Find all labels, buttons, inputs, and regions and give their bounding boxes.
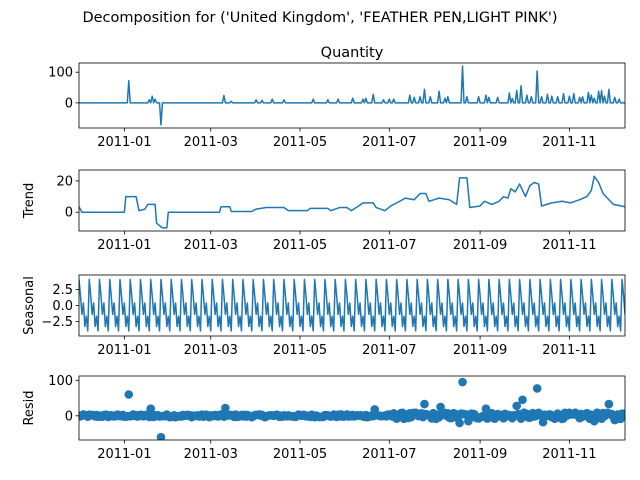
trend-ylabel: Trend [22, 183, 37, 220]
resid-point [436, 402, 445, 412]
resid-point [124, 390, 134, 399]
panel-observed: 0 100 2011-01 2011-03 2011-05 2011-07 2011-09 2… [48, 45, 626, 150]
resid-point [604, 399, 614, 409]
trend-xtick-label: 2011-11 [542, 238, 596, 253]
resid-ylabel: Resid [22, 390, 37, 425]
resid-point [512, 401, 521, 411]
seasonal-ytick-label: 0.0 [52, 299, 73, 314]
resid-point [455, 418, 464, 428]
trend-xtick-label: 2011-05 [273, 238, 327, 253]
panel-trend: 0 20 2011-01 2011-03 2011-05 2011-07 2011-09 20… [22, 169, 626, 253]
observed-ytick-label: 100 [48, 66, 73, 81]
seasonal-ytick-label: −2.5 [41, 315, 73, 330]
resid-xtick-label: 2011-05 [273, 447, 327, 462]
resid-point [221, 403, 230, 413]
resid-marks [79, 377, 625, 440]
seasonal-xtick-label: 2011-09 [453, 343, 507, 358]
seasonal-xtick-label: 2011-11 [542, 343, 596, 358]
trend-series-line [79, 175, 625, 229]
seasonal-ylabel: Seasonal [22, 276, 37, 335]
trend-axes-frame [78, 169, 626, 232]
trend-xtick-label: 2011-07 [362, 238, 416, 253]
trend-xtick-label: 2011-01 [97, 238, 151, 253]
resid-point [532, 384, 542, 393]
resid-point [156, 432, 166, 440]
observed-xtick-label: 2011-03 [184, 135, 238, 150]
observed-axes-frame [78, 62, 626, 129]
resid-point [146, 404, 156, 414]
resid-xtick-label: 2011-01 [97, 447, 151, 462]
observed-ytick-label: 0 [65, 96, 73, 111]
resid-point [538, 417, 548, 427]
observed-xtick-label: 2011-07 [362, 135, 416, 150]
resid-xtick-label: 2011-07 [362, 447, 416, 462]
trend-xtick-label: 2011-09 [453, 238, 507, 253]
observed-marks [79, 65, 625, 126]
seasonal-xtick-label: 2011-03 [184, 343, 238, 358]
trend-ytick-label: 20 [56, 174, 73, 189]
panels: 0 100 2011-01 2011-03 2011-05 2011-07 2011-09 2… [22, 45, 626, 462]
observed-xtick-label: 2011-11 [542, 135, 596, 150]
resid-axes-frame [78, 375, 626, 441]
resid-point [420, 399, 429, 409]
resid-point [481, 404, 491, 414]
resid-xtick-label: 2011-09 [453, 447, 507, 462]
observed-xtick-label: 2011-01 [97, 135, 151, 150]
seasonal-series-line [79, 278, 625, 332]
resid-xtick-label: 2011-11 [542, 447, 596, 462]
trend-ytick-label: 0 [65, 206, 73, 221]
seasonal-xtick-label: 2011-07 [362, 343, 416, 358]
trend-marks [79, 175, 625, 229]
observed-xtick-label: 2011-05 [273, 135, 327, 150]
observed-xtick-label: 2011-09 [453, 135, 507, 150]
observed-series-line [79, 65, 625, 126]
resid-ytick-label: 100 [48, 374, 73, 389]
trend-xtick-label: 2011-03 [184, 238, 238, 253]
resid-ytick-label: 0 [65, 409, 73, 424]
seasonal-xtick-label: 2011-05 [273, 343, 327, 358]
resid-point [458, 377, 467, 387]
seasonal-xtick-label: 2011-01 [97, 343, 151, 358]
resid-point [620, 409, 625, 418]
observed-title: Quantity [321, 45, 384, 61]
resid-point [518, 395, 527, 405]
seasonal-ytick-label: 2.5 [52, 283, 73, 298]
resid-xtick-label: 2011-03 [184, 447, 238, 462]
figure-suptitle: Decomposition for ('United Kingdom', 'FE… [82, 10, 557, 26]
panel-resid: 0 100 2011-01 2011-03 2011-05 2011-07 2011-09 2… [22, 374, 626, 462]
panel-seasonal: −2.50.02.5 2011-01 2011-03 2011-05 2011-07 20… [22, 274, 626, 358]
seasonal-marks [79, 278, 625, 332]
